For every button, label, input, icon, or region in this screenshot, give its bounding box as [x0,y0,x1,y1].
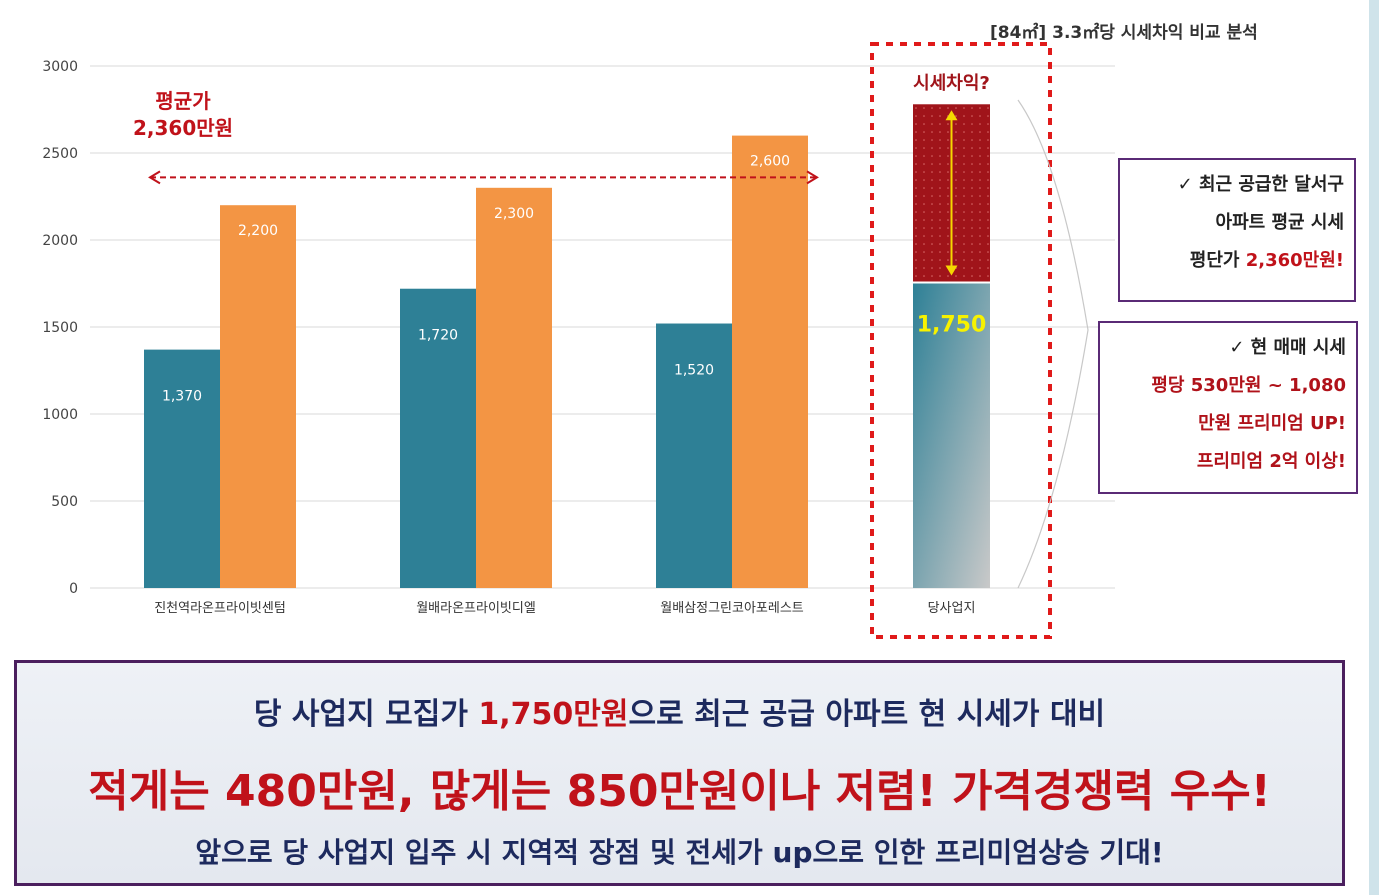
data-label: 2,300 [494,206,534,222]
y-tick-label: 0 [69,581,78,597]
average-arrow-left [148,170,161,185]
summary-line1: 당 사업지 모집가 1,750만원으로 최근 공급 아파트 현 시세가 대비 [17,689,1342,733]
info1-line1: ✓ 최근 공급한 달서구 [1177,174,1344,195]
summary-banner: 당 사업지 모집가 1,750만원으로 최근 공급 아파트 현 시세가 대비 적… [14,660,1345,886]
bar-orange [476,187,552,589]
x-tick-label: 당사업지 [928,601,976,616]
bar-site [913,283,990,588]
average-reference-line [148,170,819,185]
y-tick-label: 1000 [42,407,78,423]
bar-teal [144,349,220,588]
info2-line1: ✓ 현 매매 시세 [1229,337,1346,358]
y-tick-label: 500 [51,494,78,510]
data-label: 2,200 [238,223,278,239]
info-box-average: ✓ 최근 공급한 달서구 아파트 평균 시세 평단가 2,360만원! [1118,158,1356,302]
x-tick-label: 진천역라온프라이빗센텀 [154,601,286,616]
average-label-line1: 평균가 [155,89,211,113]
info1-line3: 평단가 2,360만원! [1130,242,1344,280]
data-label: 1,520 [674,363,714,379]
bar-orange [732,135,808,588]
summary-line1-prefix: 당 사업지 모집가 [253,697,479,732]
callout-bracket [1017,99,1089,589]
info1-line3-prefix: 평단가 [1189,250,1246,271]
info2-line3: 만원 프리미엄 UP! [1198,413,1346,434]
y-tick-label: 1500 [42,320,78,336]
gap-arrow-head-bottom [945,265,958,276]
data-label: 1,370 [162,389,202,405]
highlight-group: 1,750 시세차익? 당사업지 [870,42,1089,639]
summary-line3: 앞으로 당 사업지 입주 시 지역적 장점 및 전세가 up으로 인한 프리미엄… [195,836,1164,869]
bar-orange [220,205,296,588]
highlight-frame [870,42,1052,639]
average-label-line2: 2,360만원 [132,116,234,140]
y-axis: 0 500 1000 1500 2000 2500 3000 [42,59,78,597]
y-tick-label: 2000 [42,233,78,249]
gap-label: 시세차익? [913,73,990,94]
x-tick-label: 월배라온프라이빗디엘 [416,601,536,616]
average-price-label: 평균가 2,360만원 [118,88,248,142]
x-tick-label: 월배삼정그린코아포레스트 [660,601,804,616]
summary-line2: 적게는 480만원, 많게는 850만원이나 저렴! 가격경쟁력 우수! [88,766,1271,817]
info2-line2: 평당 530만원 ~ 1,080 [1151,375,1346,396]
summary-line1-suffix: 으로 최근 공급 아파트 현 시세가 대비 [628,697,1106,732]
x-axis-labels: 진천역라온프라이빗센텀 월배라온프라이빗디엘 월배삼정그린코아포레스트 [154,601,804,616]
right-edge-strip [1369,0,1379,895]
site-value-label: 1,750 [917,313,987,338]
price-comparison-chart: 0 500 1000 1500 2000 2500 3000 1,370 2,200 1,720… [42,42,1115,639]
data-label: 1,720 [418,328,458,344]
y-tick-label: 3000 [42,59,78,75]
summary-line1-value: 1,750만원 [478,697,629,732]
gap-arrow-head-top [945,110,958,121]
chart-title: [84㎡] 3.3㎡당 시세차익 비교 분석 [990,23,1258,43]
y-tick-label: 2500 [42,146,78,162]
info2-line4: 프리미엄 2억 이상! [1196,451,1346,472]
info-box-market: ✓ 현 매매 시세 평당 530만원 ~ 1,080 만원 프리미엄 UP! 프… [1098,321,1358,494]
bar-teal [656,323,732,588]
bar-teal [400,288,476,588]
info1-line2: 아파트 평균 시세 [1215,212,1344,233]
bars: 1,370 2,200 1,720 2,300 1,520 2,600 [144,135,808,589]
info1-line3-value: 2,360만원! [1245,250,1344,271]
average-arrow-right [806,170,819,185]
data-label: 2,600 [750,154,790,170]
